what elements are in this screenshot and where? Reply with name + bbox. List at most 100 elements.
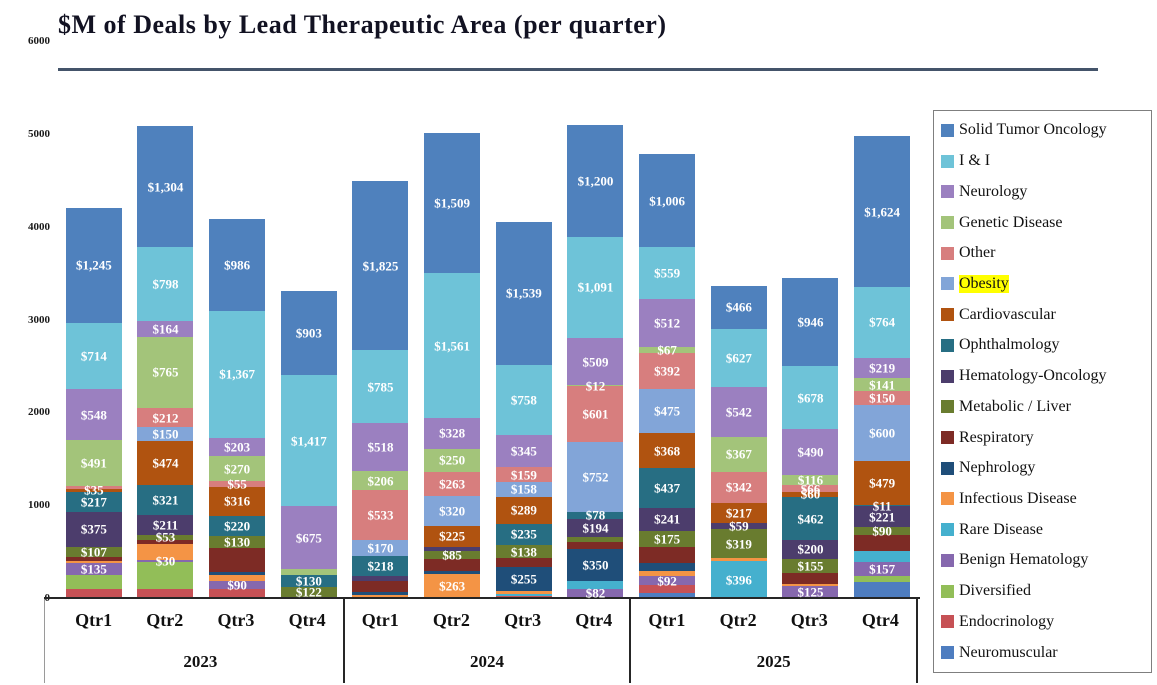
segment-value-label: $474	[152, 455, 179, 471]
segment-value-label: $368	[654, 443, 681, 459]
segment-value-label: $150	[152, 426, 179, 442]
segment-value-label: $60	[800, 486, 821, 502]
legend-swatch-icon	[941, 246, 954, 260]
legend-item: Benign Hematology	[941, 546, 1151, 574]
legend-item: Ophthalmology	[941, 331, 1151, 359]
bar-segment: $542	[710, 387, 767, 438]
legend-item: Cardiovascular	[941, 301, 1151, 329]
bar-segment	[209, 548, 266, 572]
legend-swatch-icon	[941, 615, 954, 629]
stacked-bar-2023-qtr2: $1,304 $798 $164 $765 $212 $150 $474 $321 $211 $5…	[137, 126, 194, 598]
segment-value-label: $1,245	[75, 257, 112, 273]
bar-segment: $217	[710, 503, 767, 524]
quarter-label: Qtr2	[719, 609, 757, 630]
bar-segment: $90	[209, 579, 266, 592]
segment-value-label: $627	[725, 350, 752, 366]
bar-segment: $765	[137, 336, 194, 408]
segment-value-label: $92	[657, 573, 677, 589]
segment-value-label: $350	[582, 557, 609, 573]
bar-segment: $211	[137, 515, 194, 535]
y-tick-label: 3000	[28, 313, 50, 326]
bar-segment: $250	[424, 448, 481, 472]
segment-value-label: $157	[869, 561, 896, 577]
bar-segment: $1,539	[495, 222, 552, 365]
bar-segment: $55	[209, 478, 266, 491]
bar-segment: $321	[137, 485, 194, 516]
legend-label: Genetic Disease	[959, 213, 1063, 231]
bar-segment: $85	[424, 549, 481, 562]
bar-segment: $479	[854, 460, 911, 506]
segment-value-label: $1,624	[864, 204, 901, 220]
legend-swatch-icon	[941, 461, 954, 475]
legend-item: Neurology	[941, 178, 1151, 206]
title-underline-rule	[58, 68, 1098, 71]
bar-segment: $66	[782, 482, 839, 495]
legend-label: Other	[959, 244, 996, 262]
segment-value-label: $211	[152, 517, 179, 533]
bar-segment: $164	[137, 321, 194, 337]
bar-segment: $462	[782, 497, 839, 541]
bar-segment	[352, 592, 409, 596]
bar-segment: $316	[209, 486, 266, 516]
segment-value-label: $67	[657, 342, 677, 358]
bar-segment	[65, 575, 122, 590]
segment-value-label: $479	[869, 475, 896, 491]
legend-label: Ophthalmology	[959, 336, 1060, 354]
bar-segment: $122	[280, 586, 337, 599]
segment-value-label: $946	[797, 314, 824, 330]
quarter-label: Qtr3	[790, 609, 828, 630]
bar-segment: $206	[352, 471, 409, 491]
legend-label: Nephrology	[959, 459, 1036, 477]
bar-segment	[137, 539, 194, 544]
bar-segment: $675	[280, 506, 337, 570]
segment-value-label: $518	[367, 439, 394, 455]
legend-item: Nephrology	[941, 454, 1151, 482]
bar-segment	[65, 589, 122, 598]
bar-segment	[567, 537, 624, 543]
bar-segment: $466	[710, 285, 767, 329]
bar-segment: $758	[495, 364, 552, 436]
segment-value-label: $328	[439, 425, 466, 441]
stacked-bar-2025-qtr1: $1,006 $559 $512 $67 $392 $475 $368 $437 $241 $17…	[639, 154, 696, 598]
bar-segment: $785	[352, 350, 409, 424]
bar-segment	[65, 556, 122, 561]
stacked-bar-2024-qtr1: $1,825 $785 $518 $206 $533 $170 $218	[352, 180, 409, 598]
segment-value-label: $785	[367, 379, 394, 395]
segment-value-label: $107	[80, 544, 107, 560]
legend-label: Rare Disease	[959, 520, 1043, 538]
segment-value-label: $85	[442, 547, 462, 563]
segment-value-label: $345	[510, 443, 537, 459]
segment-value-label: $90	[872, 523, 892, 539]
segment-value-label: $135	[80, 561, 107, 577]
segment-value-label: $30	[155, 553, 176, 569]
bar-segment: $345	[495, 435, 552, 468]
segment-value-label: $130	[295, 573, 322, 589]
bar-segment	[424, 559, 481, 572]
bar-segment	[352, 595, 409, 598]
bar-segment: $130	[209, 536, 266, 549]
segment-value-label: $130	[224, 534, 251, 550]
bar-segment: $35	[65, 484, 122, 497]
segment-value-label: $235	[510, 526, 537, 542]
segment-value-label: $116	[797, 472, 824, 488]
segment-value-label: $758	[510, 392, 537, 408]
legend-item: Obesity	[941, 270, 1151, 298]
bar-segment: $235	[495, 523, 552, 546]
legend-item: Metabolic / Liver	[941, 393, 1151, 421]
legend-label: Infectious Disease	[959, 489, 1077, 507]
stacked-bar-2023-qtr4: $903 $1,417 $675 $130 $122	[280, 291, 337, 599]
legend-swatch-icon	[941, 308, 954, 322]
segment-value-label: $678	[797, 390, 824, 406]
segment-value-label: $798	[152, 276, 179, 292]
bar-segment: $219	[854, 357, 911, 379]
year-label: 2023	[183, 652, 218, 671]
bar-segment: $1,006	[639, 154, 696, 248]
segment-value-label: $1,304	[147, 179, 184, 195]
segment-value-label: $1,561	[434, 338, 471, 354]
segment-value-label: $1,367	[219, 366, 256, 382]
segment-value-label: $141	[869, 377, 896, 393]
legend-label: Diversified	[959, 582, 1031, 600]
bar-segment	[137, 562, 194, 590]
segment-value-label: $396	[725, 572, 752, 588]
